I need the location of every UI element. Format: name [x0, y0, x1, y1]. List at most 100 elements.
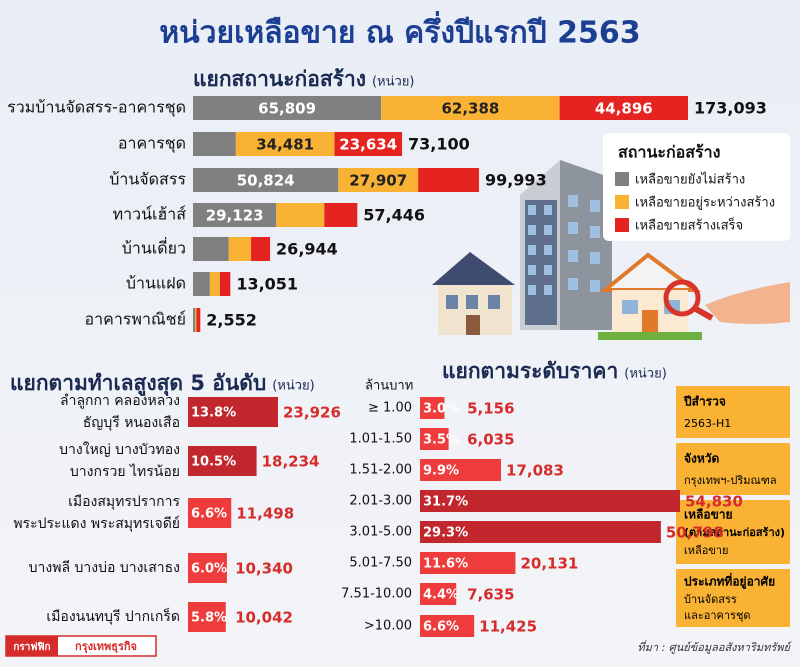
category-label: บ้านจัดสรร	[109, 170, 186, 189]
category-label: บางใหญ่ บางบัวทอง	[59, 441, 180, 458]
bar	[188, 553, 227, 583]
value-label: 62,388	[441, 100, 499, 118]
chart-unit: (หน่วย)	[372, 75, 415, 90]
category-label: 7.51-10.00	[341, 587, 412, 602]
bar	[420, 397, 445, 419]
info-panel: ปีสำรวจ 2563-H1 จังหวัด กรุงเทพฯ-ปริมณฑล…	[676, 386, 790, 627]
share-label: 13.8%	[191, 406, 236, 421]
info-box	[676, 443, 790, 495]
legend-label: เหลือขายสร้างเสร็จ	[635, 216, 743, 234]
category-label: ลำลูกกา คลองหลวง	[60, 393, 180, 409]
legend-label: เหลือขายอยู่ระหว่างสร้าง	[635, 195, 775, 211]
category-label: >10.00	[364, 619, 412, 634]
info-text: บ้านจัดสรร	[684, 593, 737, 606]
info-box	[676, 500, 790, 564]
category-label: 1.01-1.50	[349, 432, 412, 447]
total-label: 2,552	[206, 311, 257, 330]
category-label: ≥ 1.00	[368, 401, 412, 416]
value-label: 7,635	[467, 586, 514, 604]
share-label: 4.4%	[423, 588, 459, 603]
bar	[420, 428, 449, 450]
value-label: 29,123	[206, 207, 264, 225]
bar	[420, 583, 457, 605]
main-title: หน่วยเหลือขาย ณ ครึ่งปีแรกปี 2563	[159, 11, 640, 51]
bar-segment	[324, 203, 358, 227]
value-label: 23,634	[339, 136, 397, 154]
category-label: เมืองนนทบุรี ปากเกร็ด	[46, 607, 180, 625]
source: ที่มา : ศูนย์ข้อมูลอสังหาริมทรัพย์	[637, 639, 793, 654]
value-label: 10,042	[235, 609, 293, 627]
total-label: 173,093	[694, 99, 767, 118]
bar-segment	[209, 272, 220, 296]
total-label: 57,446	[363, 206, 425, 225]
share-label: 10.5%	[191, 455, 236, 470]
category-label: 5.01-7.50	[349, 556, 412, 571]
legend-box	[603, 133, 790, 241]
category-label: เมืองสมุทรปราการ	[68, 494, 180, 510]
value-label: 6,035	[467, 431, 514, 449]
bar-segment	[228, 237, 252, 261]
bar-segment	[251, 237, 271, 261]
share-label: 6.6%	[423, 620, 459, 635]
total-label: 26,944	[276, 240, 338, 259]
category-label: บ้านเดี่ยว	[122, 237, 186, 258]
bar	[420, 615, 475, 637]
bar-segment	[193, 237, 229, 261]
category-label: 2.01-3.00	[349, 494, 412, 509]
value-label: 65,809	[258, 100, 316, 118]
legend-swatch	[615, 218, 629, 232]
value-label: 18,234	[262, 453, 320, 471]
bar	[420, 521, 661, 543]
bar-segment	[193, 203, 277, 227]
share-label: 3.5%	[423, 433, 459, 448]
axis-label: ล้านบาท	[365, 379, 413, 394]
bar-segment	[193, 96, 382, 120]
category-label: 3.01-5.00	[349, 525, 412, 540]
share-label: 6.6%	[191, 507, 227, 522]
info-text: เหลือขาย	[684, 544, 729, 557]
bar	[188, 446, 257, 476]
bar	[420, 490, 680, 512]
category-label: บางกรวย ไทรน้อย	[70, 463, 180, 480]
bar-segment	[559, 96, 688, 120]
value-label: 11,498	[236, 505, 294, 523]
chart-title: แยกสถานะก่อสร้าง	[193, 67, 366, 91]
info-label: ประเภทที่อยู่อาศัย	[684, 573, 775, 590]
bar	[188, 498, 232, 528]
info-label: จังหวัด	[684, 452, 720, 466]
info-text: และอาคารชุด	[684, 609, 751, 622]
category-label: พระประแดง พระสมุทรเจดีย์	[13, 515, 180, 532]
info-box	[676, 569, 790, 627]
credit-tag	[6, 636, 58, 656]
category-label: อาคารพาณิชย์	[85, 310, 186, 329]
chart-unit: (หน่วย)	[624, 367, 667, 382]
value-label: 54,830	[685, 493, 743, 511]
bar-segment	[193, 132, 236, 156]
legend-swatch	[615, 172, 629, 186]
bar-segment	[193, 168, 339, 192]
category-label: ธัญบุรี หนองเสือ	[83, 415, 180, 431]
total-label: 13,051	[236, 275, 298, 294]
bar	[188, 602, 226, 632]
category-label: บ้านแฝด	[126, 274, 186, 293]
bar-segment	[219, 272, 231, 296]
bar-segment	[193, 272, 210, 296]
bar-segment	[235, 132, 335, 156]
value-label: 11,425	[479, 618, 537, 636]
legend-swatch	[615, 195, 629, 209]
bar-segment	[334, 132, 403, 156]
legend-label: เหลือขายยังไม่สร้าง	[635, 172, 745, 188]
info-label: เหลือขาย	[684, 508, 733, 522]
bar-segment	[418, 168, 479, 192]
bar-segment	[276, 203, 325, 227]
chart-title: แยกตามทำเลสูงสุด 5 อันดับ	[10, 371, 266, 397]
total-label: 99,993	[485, 171, 547, 190]
value-label: 50,798	[666, 524, 724, 542]
value-label: 20,131	[520, 555, 578, 573]
bar-segment	[193, 308, 196, 332]
value-label: 10,340	[235, 560, 293, 578]
value-label: 17,083	[506, 462, 564, 480]
bar	[420, 459, 502, 481]
share-label: 29.3%	[423, 526, 468, 541]
